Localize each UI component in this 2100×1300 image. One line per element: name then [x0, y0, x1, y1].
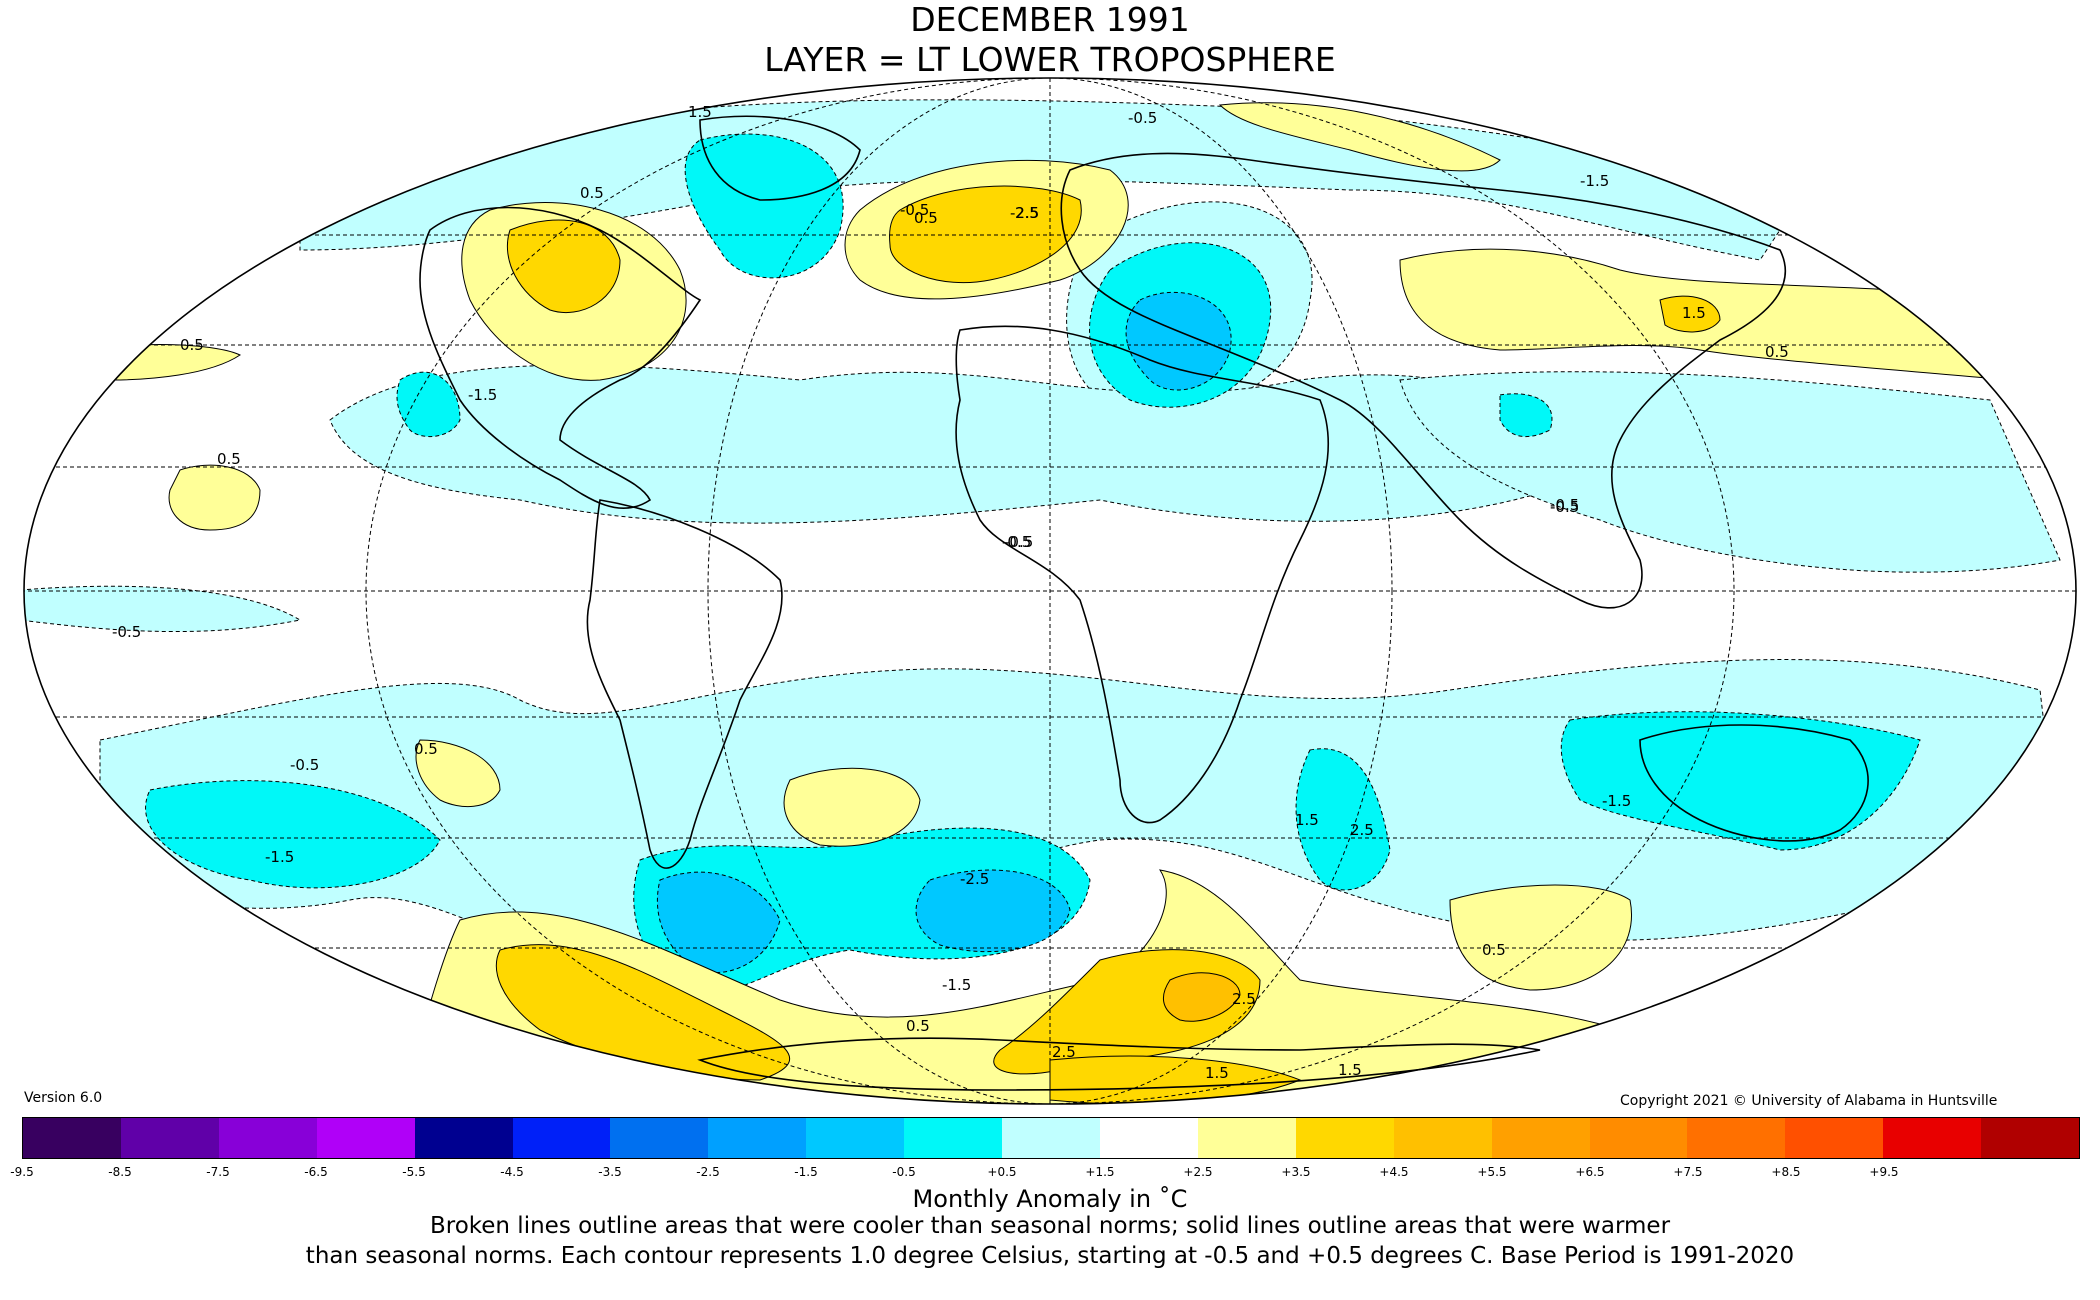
- contour-label: -0.5: [112, 623, 141, 641]
- colorbar-tick-label: -4.5: [500, 1165, 524, 1179]
- contour-label: 0.5: [180, 336, 204, 354]
- colorbar-swatch: [1099, 1118, 1198, 1158]
- copyright-label: Copyright 2021 © University of Alabama i…: [1620, 1093, 1998, 1109]
- colorbar: [22, 1117, 2080, 1159]
- note-line-1: Broken lines outline areas that were coo…: [429, 1213, 1671, 1239]
- colorbar-swatch: [610, 1118, 709, 1158]
- colorbar-swatch: [806, 1118, 905, 1158]
- contour-label: -0.5: [1550, 498, 1579, 516]
- colorbar-swatch: [512, 1118, 611, 1158]
- colorbar-tick-label: -7.5: [206, 1165, 230, 1179]
- colorbar-swatch: [1393, 1118, 1492, 1158]
- colorbar-swatch: [708, 1118, 807, 1158]
- layer-subtitle: LAYER = LT LOWER TROPOSPHERE: [764, 40, 1336, 79]
- colorbar-swatch: [1981, 1118, 2080, 1158]
- colorbar-swatch: [1589, 1118, 1688, 1158]
- colorbar-tick-label: -0.5: [892, 1165, 916, 1179]
- colorbar-swatch: [1197, 1118, 1296, 1158]
- contour-label: -1.5: [1580, 172, 1609, 190]
- contour-label: 2.5: [1350, 821, 1374, 839]
- colorbar-tick-label: +8.5: [1771, 1165, 1801, 1179]
- colorbar-tick-label: -2.5: [696, 1165, 720, 1179]
- contour-label: 1.5: [1682, 304, 1706, 322]
- colorbar-tick-label: +0.5: [987, 1165, 1017, 1179]
- contour-labels: 1.5 0.5 -0.5 -1.5 -2.5 2.5 -0.5 0.5 1.5 …: [112, 103, 1789, 1082]
- contour-label: -0.5: [1550, 496, 1579, 514]
- colorbar-tick-label: -6.5: [304, 1165, 328, 1179]
- colorbar-tick-label: -8.5: [108, 1165, 132, 1179]
- contour-label: 0.5: [1482, 941, 1506, 959]
- anomaly-field: [24, 78, 2076, 1104]
- colorbar-swatch: [120, 1118, 219, 1158]
- contour-label: -1.5: [468, 386, 497, 404]
- colorbar-tick-label: -9.5: [10, 1165, 34, 1179]
- contour-label: -1.5: [942, 976, 971, 994]
- colorbar-swatch: [23, 1118, 121, 1158]
- colorbar-tick-label: +7.5: [1673, 1165, 1703, 1179]
- contour-label: 2.5: [1232, 990, 1256, 1008]
- colorbar-tick-label: +5.5: [1477, 1165, 1507, 1179]
- contour-label: 0.5: [217, 450, 241, 468]
- colorbar-swatch: [1785, 1118, 1884, 1158]
- contour-label: -0.5: [1128, 109, 1157, 127]
- contour-label: 0.5: [914, 209, 938, 227]
- contour-label: -2.5: [960, 870, 989, 888]
- contour-label: 0.5: [414, 740, 438, 758]
- contour-label: 0.5: [580, 184, 604, 202]
- contour-label: -0.5: [1004, 533, 1033, 551]
- colorbar-tick-label: -1.5: [794, 1165, 818, 1179]
- colorbar-tick-label: +2.5: [1183, 1165, 1213, 1179]
- colorbar-tick-label: +9.5: [1869, 1165, 1899, 1179]
- unit-label: Monthly Anomaly in ˚C: [912, 1185, 1188, 1213]
- contour-label: -0.5: [900, 201, 929, 219]
- colorbar-swatch: [218, 1118, 317, 1158]
- contour-label: -2.5: [1010, 204, 1039, 222]
- colorbar-tick-label: -5.5: [402, 1165, 426, 1179]
- contour-label: -1.5: [265, 848, 294, 866]
- contour-label: 2.5: [1052, 1043, 1076, 1061]
- colorbar-tick-label: +1.5: [1085, 1165, 1115, 1179]
- colorbar-swatch: [1687, 1118, 1786, 1158]
- globe-outline: [23, 77, 2077, 1105]
- colorbar-swatch: [414, 1118, 513, 1158]
- contour-label: 1.5: [1338, 1061, 1362, 1079]
- contour-label: 1.5: [1295, 811, 1319, 829]
- contour-label: 0.5: [1765, 343, 1789, 361]
- contour-label: 2.5: [1015, 204, 1039, 222]
- coastlines: [419, 115, 1869, 1091]
- colorbar-swatch: [1883, 1118, 1982, 1158]
- note-line-2: than seasonal norms. Each contour repres…: [305, 1243, 1795, 1269]
- version-label: Version 6.0: [24, 1090, 103, 1106]
- map-title: DECEMBER 1991: [910, 0, 1190, 39]
- contour-label: -0.5: [290, 756, 319, 774]
- anomaly-map: 1.5 0.5 -0.5 -1.5 -2.5 2.5 -0.5 0.5 1.5 …: [23, 77, 2077, 1105]
- colorbar-swatch: [1295, 1118, 1394, 1158]
- colorbar-tick-label: +4.5: [1379, 1165, 1409, 1179]
- contour-label: -1.5: [1602, 792, 1631, 810]
- colorbar-swatch: [1491, 1118, 1590, 1158]
- colorbar-tick-label: +6.5: [1575, 1165, 1605, 1179]
- colorbar-swatch: [1002, 1118, 1100, 1158]
- colorbar-ticks: -9.5 -8.5 -7.5 -6.5 -5.5 -4.5 -3.5 -2.5 -1.5 -0.5…: [0, 1165, 2100, 1185]
- contour-label: 1.5: [1205, 1064, 1229, 1082]
- colorbar-swatch: [904, 1118, 1003, 1158]
- contour-label: -0.5: [1002, 533, 1031, 551]
- colorbar-swatch: [316, 1118, 415, 1158]
- colorbar-tick-label: -3.5: [598, 1165, 622, 1179]
- contour-label: 0.5: [906, 1017, 930, 1035]
- colorbar-tick-label: +3.5: [1281, 1165, 1311, 1179]
- contour-label: 1.5: [688, 103, 712, 121]
